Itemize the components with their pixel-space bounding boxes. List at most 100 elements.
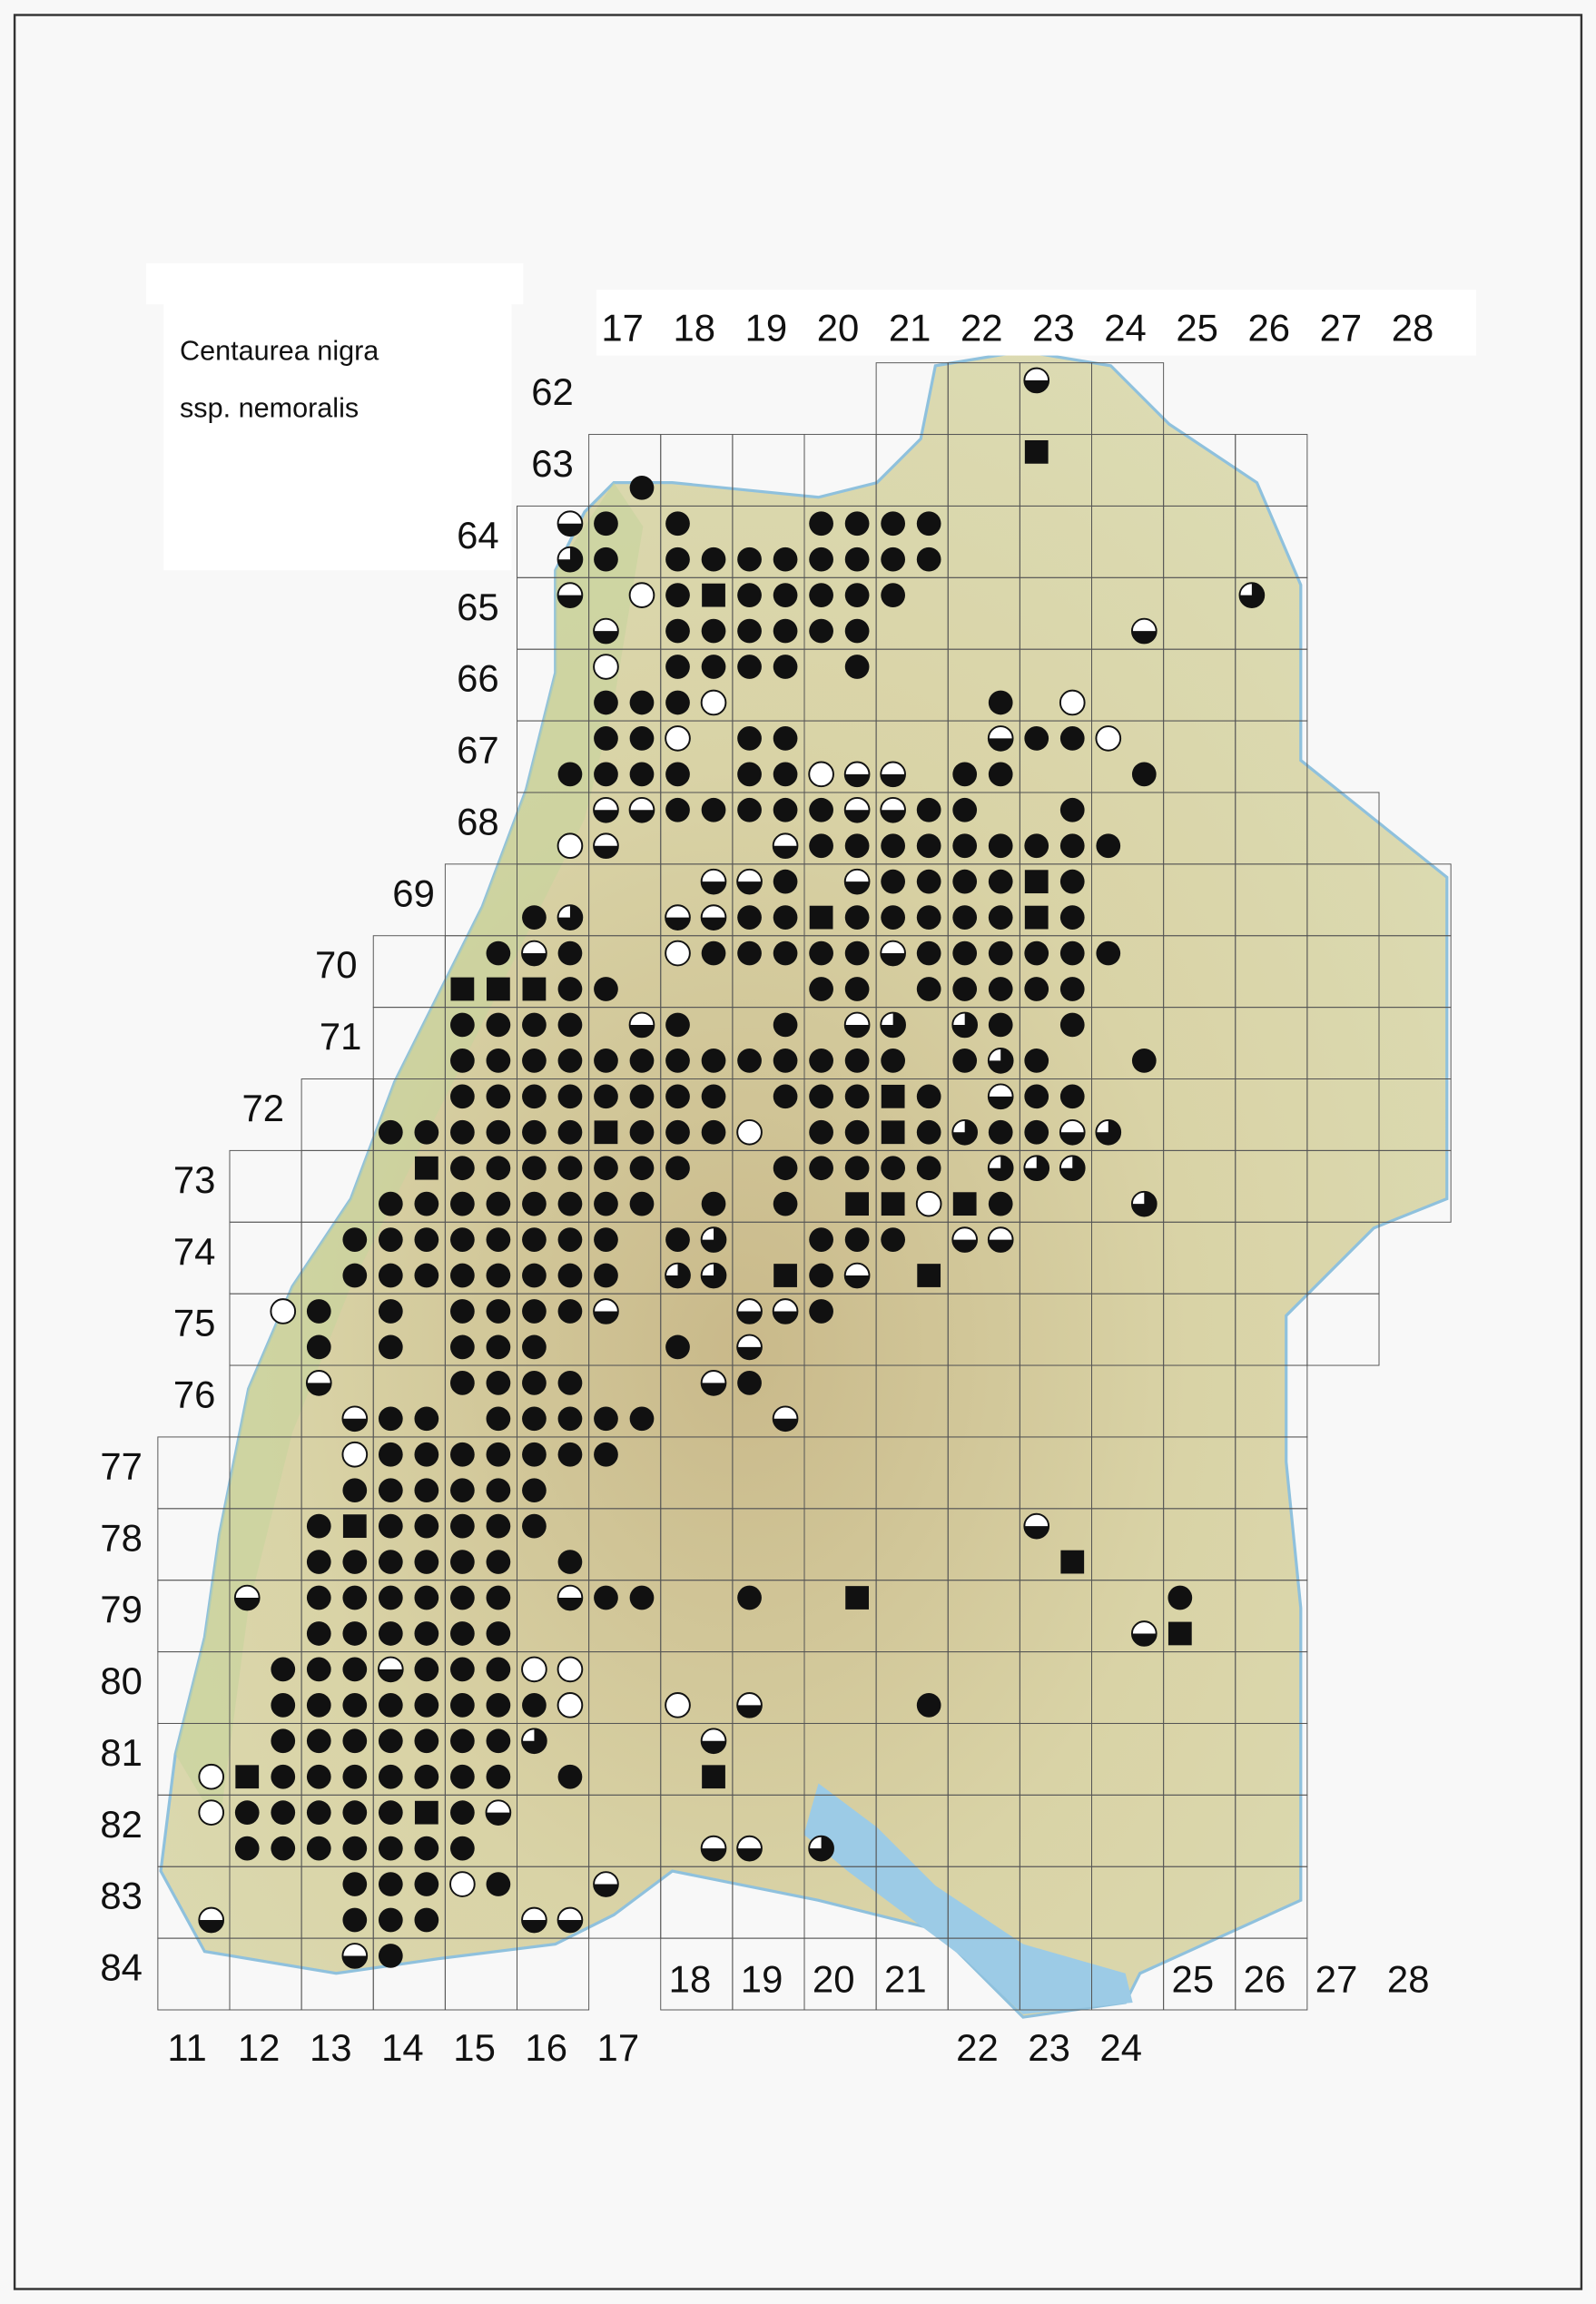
record-filled [378, 1406, 403, 1432]
record-base [808, 761, 834, 788]
record-filled [952, 905, 978, 930]
record-half [378, 1669, 403, 1682]
record-filled [486, 1227, 511, 1252]
record-filled [809, 977, 833, 1001]
record-base [557, 1656, 584, 1683]
column-label: 21 [884, 1957, 927, 2000]
record-half [737, 881, 762, 894]
record-filled [737, 905, 762, 930]
record-square [845, 1192, 869, 1216]
record-filled [701, 546, 726, 572]
record-filled [809, 1263, 833, 1288]
column-label: 26 [1248, 306, 1291, 349]
record-filled [701, 1049, 726, 1073]
column-label: 19 [741, 1957, 783, 2000]
record-filled [271, 1800, 296, 1826]
record-filled [773, 869, 798, 894]
record-filled [881, 1049, 906, 1073]
record-filled [988, 762, 1013, 787]
record-filled [737, 618, 762, 644]
row-label: 71 [320, 1015, 362, 1058]
record-half [844, 773, 870, 787]
record-filled [988, 905, 1013, 930]
record-filled [450, 1764, 475, 1789]
record-filled [342, 1728, 368, 1754]
record-half [594, 631, 618, 644]
record-filled [414, 1442, 439, 1467]
record-filled [486, 1191, 511, 1216]
record-half [522, 953, 547, 966]
column-label: 27 [1320, 306, 1363, 349]
record-filled [378, 1692, 403, 1718]
record-filled [342, 1764, 368, 1789]
record-filled [881, 1156, 906, 1181]
record-filled [844, 833, 870, 859]
record-filled [916, 833, 941, 859]
record-base [628, 582, 655, 608]
record-half [701, 1740, 726, 1754]
column-label: 28 [1392, 306, 1434, 349]
record-filled [450, 1156, 475, 1181]
record-filled [809, 1084, 833, 1109]
record-filled [557, 1227, 583, 1252]
record-filled [916, 940, 941, 966]
row-label: 81 [100, 1731, 143, 1774]
record-quarter [701, 1227, 726, 1252]
record-filled [916, 869, 941, 894]
record-filled [594, 762, 618, 787]
record-filled [952, 833, 978, 859]
record-half [952, 1239, 978, 1252]
record-base [665, 1692, 691, 1718]
record-filled [809, 1299, 833, 1324]
record-filled [450, 1371, 475, 1395]
record-filled [557, 1191, 583, 1216]
record-filled [701, 940, 726, 966]
record-filled [665, 762, 690, 787]
record-filled [737, 546, 762, 572]
record-filled [881, 869, 906, 894]
record-filled [557, 1442, 583, 1467]
record-filled [844, 1227, 870, 1252]
row-label: 80 [100, 1659, 143, 1702]
record-filled [414, 1263, 439, 1288]
record-half [1131, 1633, 1157, 1646]
row-label: 66 [457, 657, 499, 700]
record-half [557, 595, 583, 607]
grid [157, 362, 1452, 2011]
record-filled [486, 1299, 511, 1324]
record-filled [881, 583, 906, 607]
record-filled [522, 1513, 547, 1539]
record-filled [342, 1227, 368, 1252]
record-quarter [1096, 1119, 1121, 1145]
record-half [701, 917, 726, 930]
record-filled [881, 905, 906, 930]
column-label: 23 [1032, 306, 1075, 349]
record-filled [1096, 940, 1121, 966]
record-half [737, 1848, 762, 1861]
record-half [737, 1311, 762, 1324]
record-filled [450, 1728, 475, 1754]
record-filled [952, 869, 978, 894]
record-filled [952, 977, 978, 1001]
record-filled [414, 1657, 439, 1682]
record-filled [773, 797, 798, 822]
record-filled [378, 1585, 403, 1610]
column-label: 26 [1244, 1957, 1286, 2000]
record-filled [306, 1299, 331, 1324]
record-filled [414, 1585, 439, 1610]
record-filled [486, 1334, 511, 1360]
record-filled [773, 546, 798, 572]
column-label: 23 [1028, 2026, 1070, 2069]
record-filled [737, 726, 762, 751]
record-half [988, 1096, 1013, 1109]
record-filled [306, 1728, 331, 1754]
record-filled [342, 1478, 368, 1503]
record-quarter [1059, 1156, 1085, 1181]
record-base [557, 1692, 584, 1718]
record-filled [916, 905, 941, 930]
record-filled [378, 1442, 403, 1467]
column-label: 13 [310, 2026, 352, 2069]
record-filled [629, 1191, 655, 1216]
record-filled [1059, 1012, 1085, 1038]
record-half [881, 810, 906, 822]
